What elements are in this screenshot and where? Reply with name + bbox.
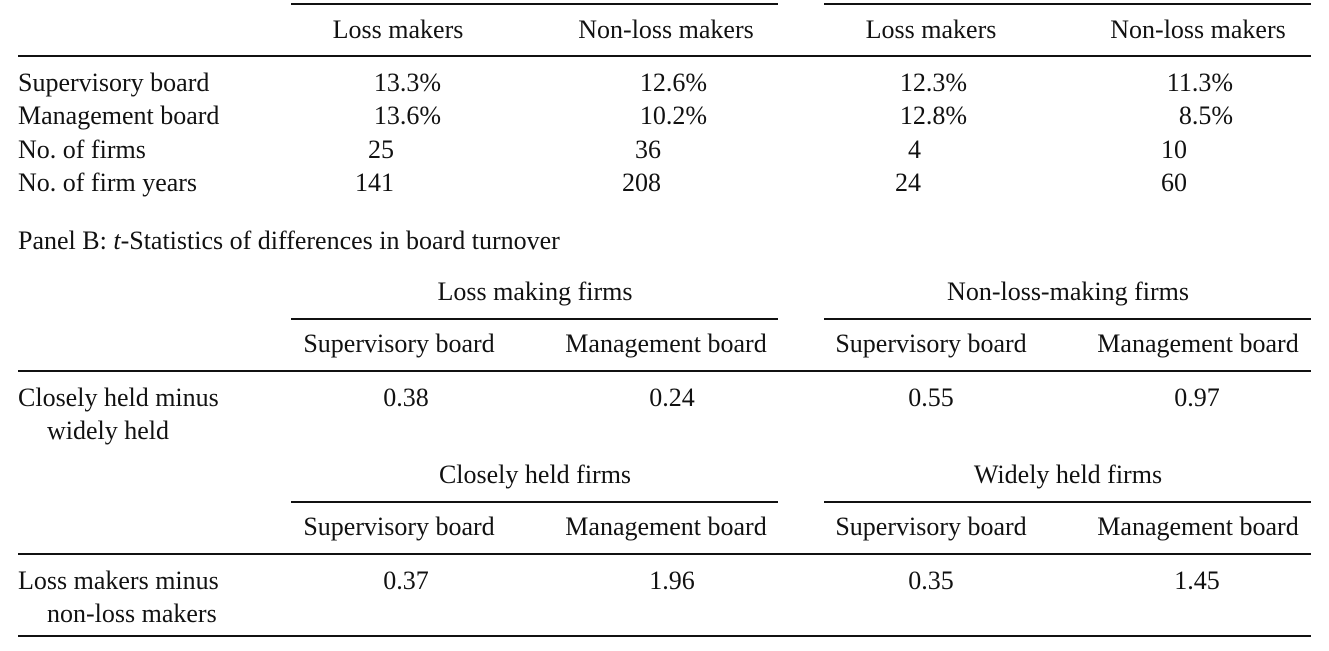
cell: 60 [1161,168,1187,197]
column-header: Management board [565,329,767,358]
rule [824,501,1311,503]
title-italic: t [113,226,121,255]
rule [291,501,778,503]
cell: 0.35 [908,566,954,595]
cell: 208 [622,168,661,197]
column-header: Management board [1097,329,1299,358]
row-label: Loss makers minus [18,566,219,595]
row-label: widely held [47,416,170,445]
cell: 10 [1161,135,1187,164]
row-label: Supervisory board [18,68,210,97]
rule [824,3,1311,5]
row-label: Closely held minus [18,383,219,412]
column-header: Supervisory board [835,329,1027,358]
title-suffix: -Statistics of differences in board turn… [120,226,560,255]
cell: 36 [635,135,661,164]
column-header: Non-loss makers [578,15,754,44]
column-header: Supervisory board [303,512,495,541]
rule [18,55,1311,57]
column-header: Supervisory board [835,512,1027,541]
cell: 24 [895,168,921,197]
cell: 4 [908,135,921,164]
column-header: Management board [565,512,767,541]
cell: 25 [368,135,394,164]
cell: 12.8% [899,101,967,130]
column-header: Loss makers [865,15,997,44]
cell: 13.6% [373,101,441,130]
cell: 13.3% [373,68,441,97]
column-header: Management board [1097,512,1299,541]
cell: 10.2% [639,101,707,130]
row-label: No. of firm years [18,168,198,197]
cell: 0.55 [908,383,954,412]
rule [18,370,1311,372]
group-header: Widely held firms [973,460,1163,489]
row-label: non-loss makers [47,599,217,628]
group-header: Closely held firms [438,460,632,489]
cell: 12.6% [639,68,707,97]
rule [18,635,1311,637]
cell: 0.37 [383,566,429,595]
rule [824,318,1311,320]
column-header: Loss makers [332,15,464,44]
cell: 11.3% [1166,68,1233,97]
group-header: Non-loss-making firms [947,277,1189,306]
group-header: Loss making firms [437,277,633,306]
cell: 1.45 [1174,566,1220,595]
panel-title: Panel B: t-Statistics of differences in … [18,228,560,254]
rule [291,318,778,320]
cell: 0.24 [649,383,695,412]
cell: 0.97 [1174,383,1220,412]
title-prefix: Panel B: [18,226,107,255]
cell: 12.3% [899,68,967,97]
cell: 8.5% [1178,101,1233,130]
rule [18,553,1311,555]
column-header: Non-loss makers [1110,15,1286,44]
column-header: Supervisory board [303,329,495,358]
cell: 1.96 [649,566,695,595]
cell: 141 [355,168,394,197]
rule [291,3,778,5]
cell: 0.38 [383,383,429,412]
row-label: No. of firms [18,135,146,164]
row-label: Management board [18,101,220,130]
